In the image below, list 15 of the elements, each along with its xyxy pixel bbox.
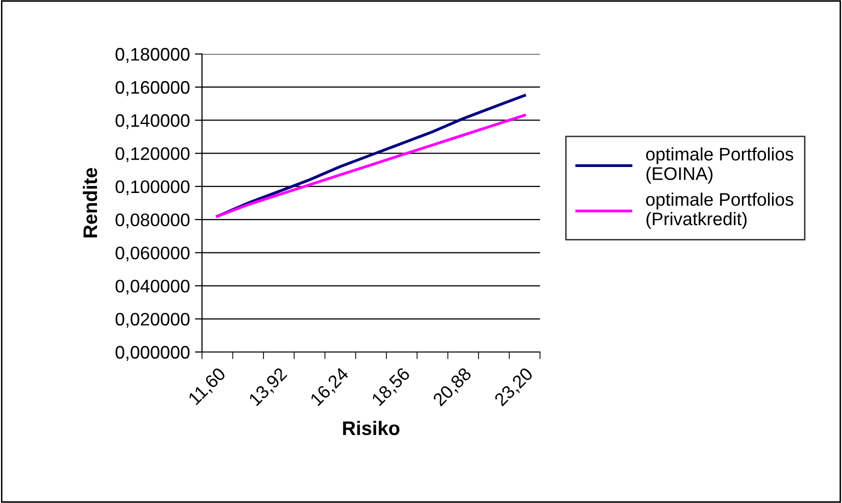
y-tick-label: 0,080000 bbox=[116, 213, 190, 228]
y-tick-label: 0,020000 bbox=[116, 312, 190, 328]
legend-label: optimale Portfolios (EOINA) bbox=[646, 147, 794, 184]
x-axis-title: Risiko bbox=[343, 420, 400, 436]
y-tick-label: 0,140000 bbox=[116, 114, 190, 130]
y-tick-label: 0,040000 bbox=[116, 280, 190, 295]
y-tick-label: 0,120000 bbox=[116, 147, 190, 162]
y-axis-title: Rendite bbox=[82, 168, 98, 238]
y-tick-label: 0,160000 bbox=[116, 81, 190, 96]
y-tick-label: 0,000000 bbox=[116, 346, 190, 361]
line-series bbox=[216, 114, 526, 218]
y-tick-label: 0,180000 bbox=[116, 48, 190, 63]
y-tick-label: 0,060000 bbox=[116, 246, 190, 262]
y-tick-label: 0,100000 bbox=[116, 180, 190, 196]
legend-label: optimale Portfolios (Privatkredit) bbox=[646, 192, 794, 229]
